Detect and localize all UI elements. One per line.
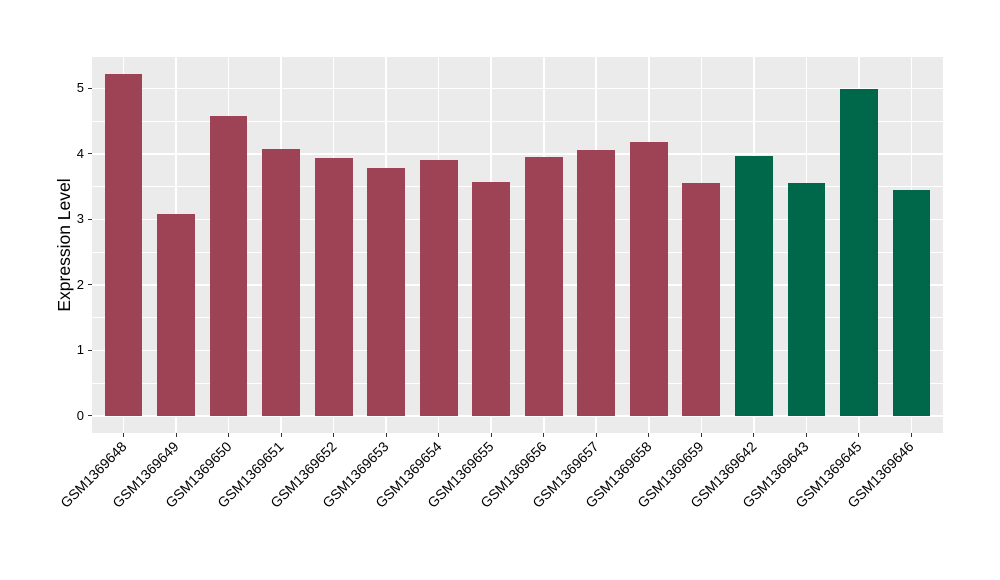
x-tick-mark bbox=[700, 433, 702, 437]
x-tick-label: GSM1369650 bbox=[161, 438, 235, 511]
x-tick-label: GSM1369643 bbox=[739, 438, 813, 511]
x-tick-mark bbox=[175, 433, 177, 437]
bar-GSM1369659 bbox=[682, 183, 721, 416]
gridline-major-y bbox=[92, 153, 943, 155]
x-tick-label: GSM1369654 bbox=[371, 438, 445, 511]
gridline-minor-y bbox=[92, 317, 943, 319]
y-tick-mark bbox=[88, 415, 92, 417]
bar-GSM1369650 bbox=[209, 115, 248, 416]
bar-GSM1369653 bbox=[367, 167, 406, 416]
x-tick-label: GSM1369649 bbox=[109, 438, 182, 511]
x-tick-mark bbox=[490, 433, 492, 437]
y-tick-mark bbox=[88, 349, 92, 351]
y-tick-label: 5 bbox=[76, 80, 84, 96]
y-tick-mark bbox=[88, 284, 92, 286]
x-tick-mark bbox=[385, 433, 387, 437]
x-tick-label: GSM1369656 bbox=[476, 438, 550, 511]
gridline-minor-y bbox=[92, 120, 943, 122]
bar-GSM1369656 bbox=[524, 156, 563, 416]
x-tick-mark bbox=[280, 433, 282, 437]
x-tick-mark bbox=[805, 433, 807, 437]
bar-GSM1369649 bbox=[157, 213, 195, 416]
x-tick-mark bbox=[123, 433, 125, 437]
x-tick-label: GSM1369651 bbox=[214, 438, 287, 511]
bar-GSM1369642 bbox=[734, 155, 773, 416]
x-tick-mark bbox=[438, 433, 440, 437]
x-tick-label: GSM1369653 bbox=[319, 438, 392, 511]
bar-GSM1369657 bbox=[577, 150, 616, 416]
gridline-major-y bbox=[92, 284, 943, 286]
plot-panel bbox=[92, 57, 943, 433]
x-tick-label: GSM1369645 bbox=[792, 438, 865, 511]
gridline-minor-y bbox=[92, 251, 943, 253]
x-tick-label: GSM1369658 bbox=[582, 438, 655, 511]
x-tick-label: GSM1369655 bbox=[424, 438, 497, 511]
x-tick-mark bbox=[648, 433, 650, 437]
x-tick-label: GSM1369646 bbox=[844, 438, 918, 511]
bar-GSM1369643 bbox=[787, 183, 826, 416]
bar-GSM1369651 bbox=[262, 148, 300, 416]
x-tick-mark bbox=[753, 433, 755, 437]
x-tick-mark bbox=[858, 433, 860, 437]
gridline-major-y bbox=[92, 87, 943, 90]
gridline-major-y bbox=[92, 415, 943, 417]
x-tick-label: GSM1369652 bbox=[266, 438, 340, 511]
y-tick-label: 4 bbox=[76, 145, 84, 161]
x-tick-mark bbox=[228, 433, 230, 437]
bar-GSM1369648 bbox=[104, 74, 143, 416]
y-tick-label: 3 bbox=[76, 211, 84, 227]
bar-GSM1369658 bbox=[629, 142, 668, 416]
bar-GSM1369654 bbox=[419, 159, 458, 416]
y-tick-label: 2 bbox=[76, 276, 84, 292]
y-tick-label: 0 bbox=[76, 407, 84, 423]
x-tick-mark bbox=[333, 433, 335, 437]
gridline-minor-y bbox=[92, 186, 943, 188]
x-tick-label: GSM1369657 bbox=[529, 438, 602, 511]
y-tick-mark bbox=[88, 87, 92, 89]
bar-GSM1369646 bbox=[892, 189, 931, 416]
x-tick-label: GSM1369659 bbox=[634, 438, 708, 511]
gridline-major-y bbox=[92, 218, 943, 221]
gridline-major-y bbox=[92, 349, 943, 352]
y-axis-title: Expression Level bbox=[54, 178, 74, 312]
bar-GSM1369655 bbox=[472, 182, 511, 416]
y-tick-label: 1 bbox=[76, 342, 84, 358]
bar-GSM1369652 bbox=[314, 157, 353, 416]
y-tick-mark bbox=[88, 218, 92, 220]
bar-GSM1369645 bbox=[840, 89, 878, 416]
x-tick-mark bbox=[543, 433, 545, 437]
x-tick-mark bbox=[595, 433, 597, 437]
gridline-minor-y bbox=[92, 382, 943, 384]
y-tick-mark bbox=[88, 153, 92, 155]
x-tick-label: GSM1369642 bbox=[687, 438, 760, 511]
x-tick-label: GSM1369648 bbox=[56, 438, 130, 511]
x-tick-mark bbox=[910, 433, 912, 437]
